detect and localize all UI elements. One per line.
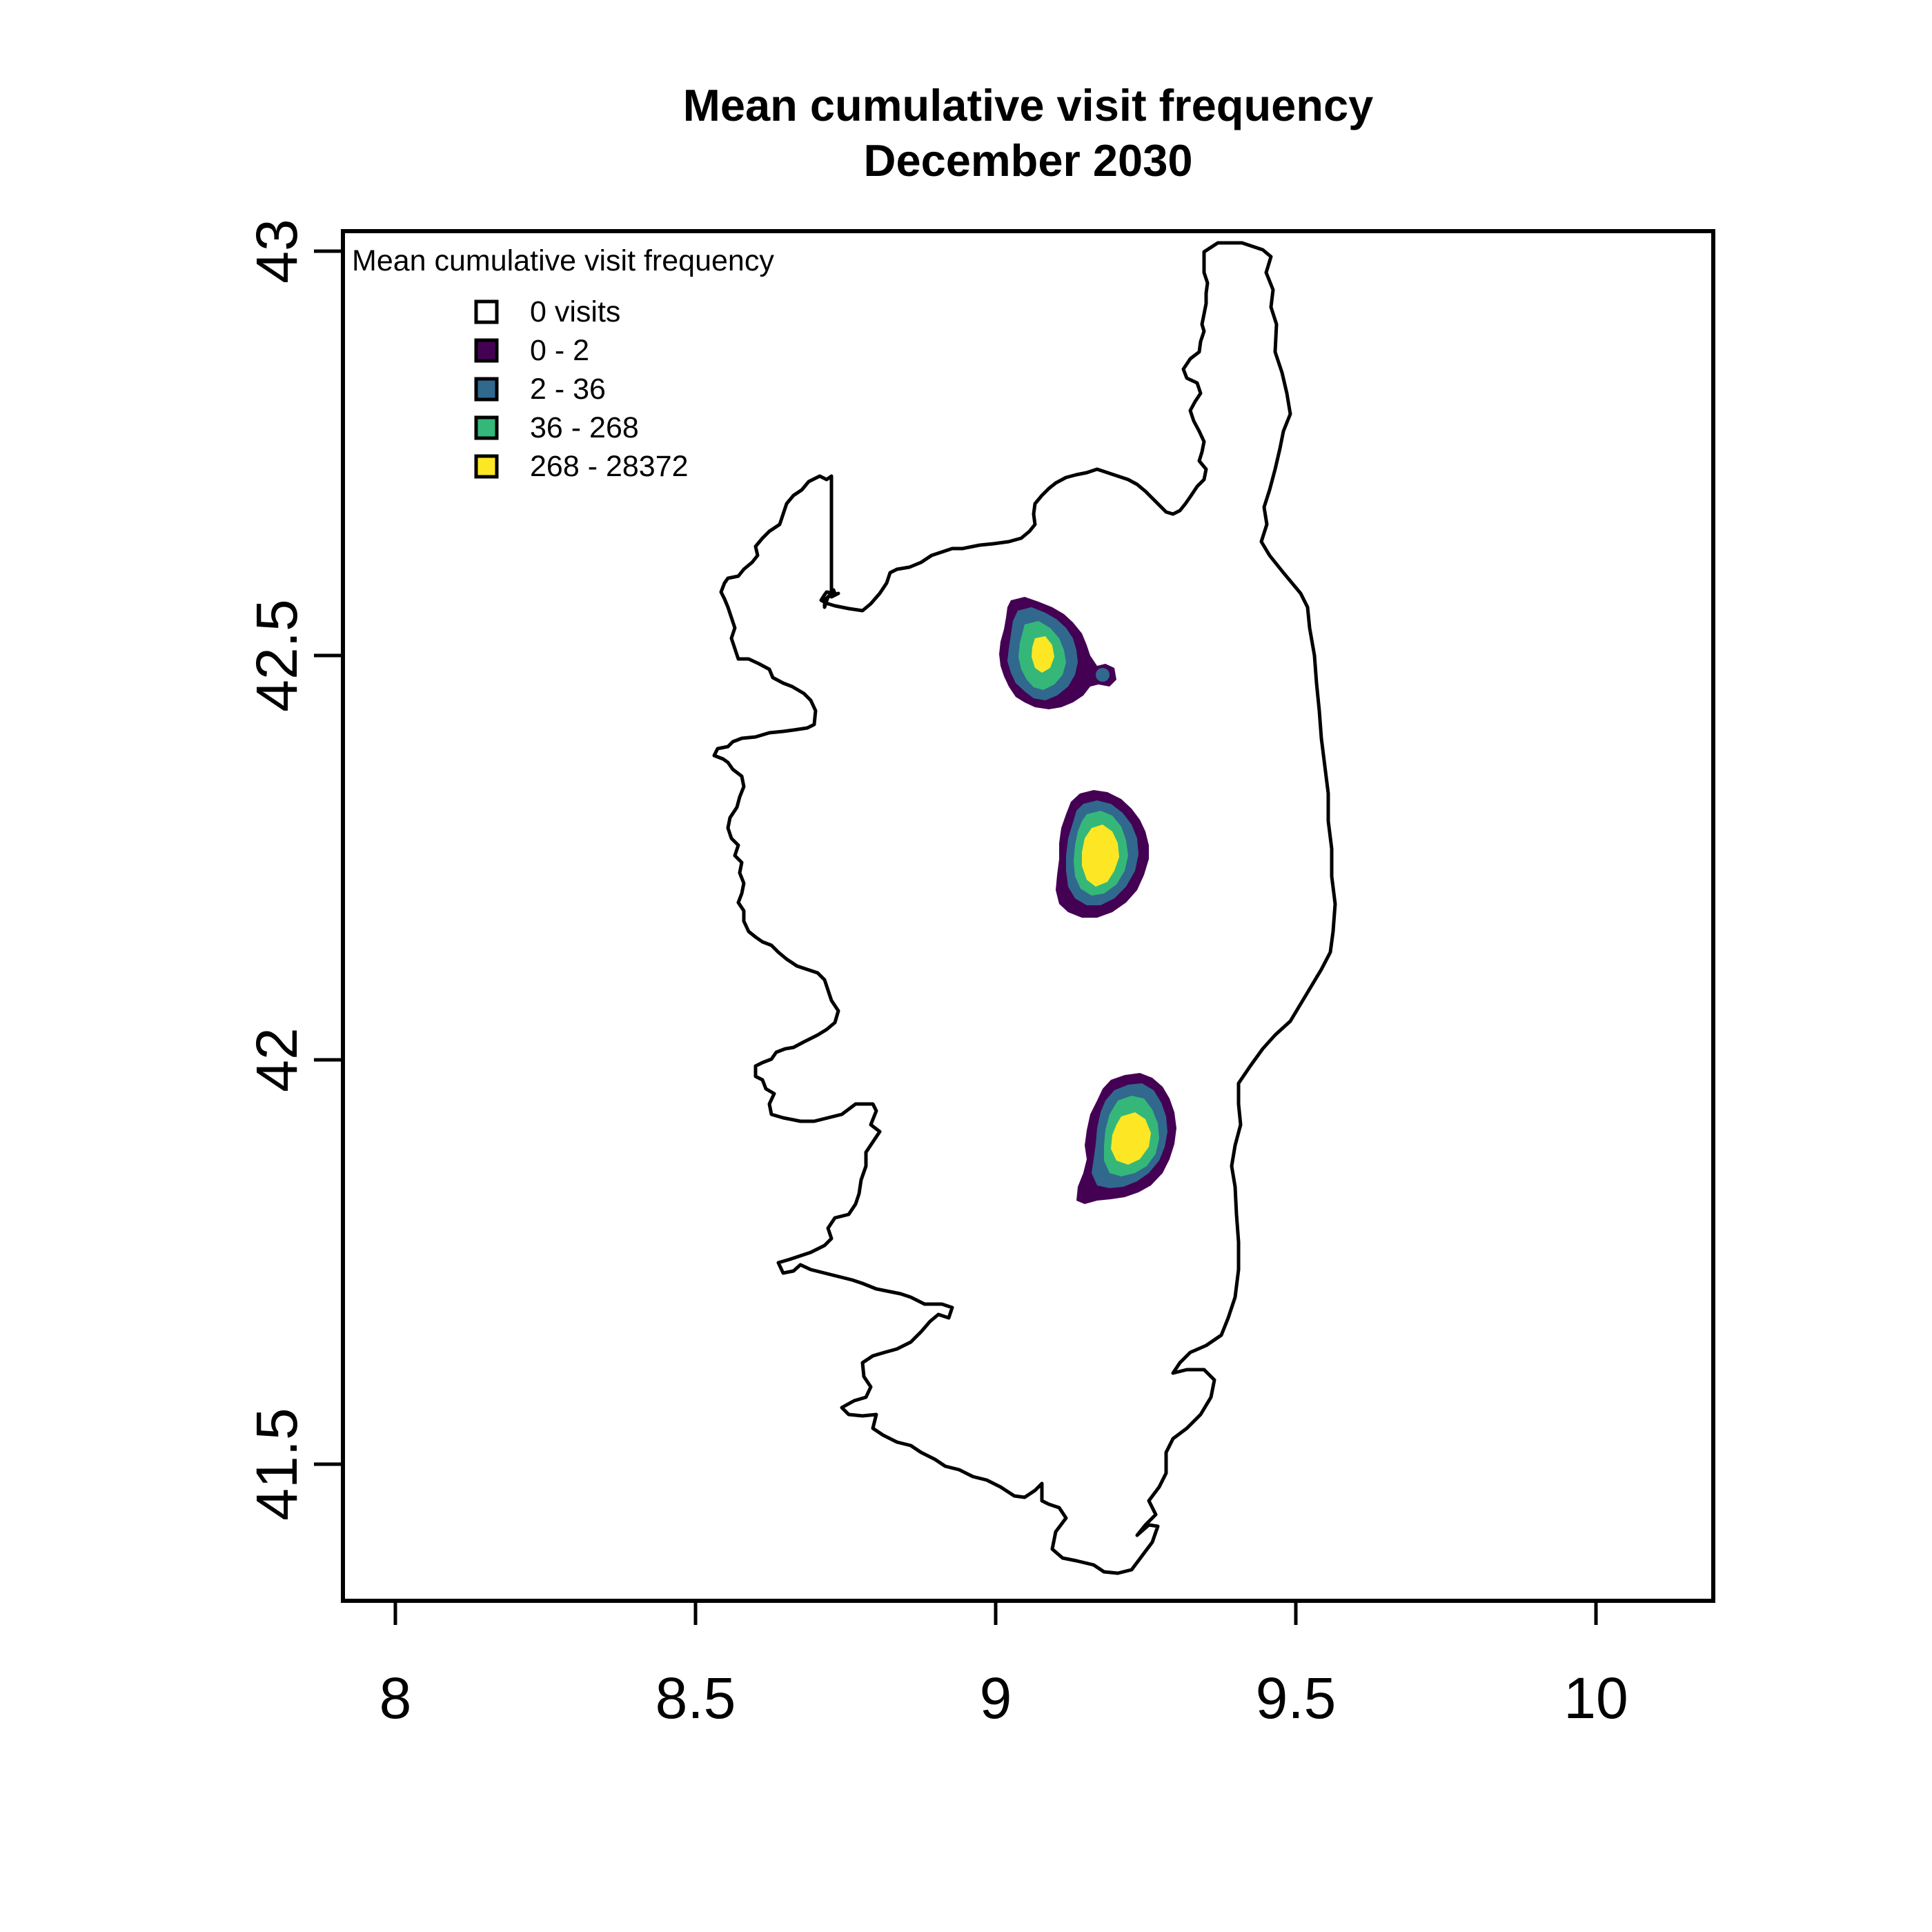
x-tick-label: 8 bbox=[379, 1666, 412, 1731]
x-tick-label: 9 bbox=[980, 1666, 1012, 1731]
legend-item-268-28372: 268 - 28372 bbox=[474, 450, 689, 483]
x-tick-label: 8.5 bbox=[656, 1666, 736, 1731]
legend-swatch bbox=[474, 454, 499, 479]
legend-label: 0 visits bbox=[530, 295, 620, 328]
x-tick-label: 9.5 bbox=[1256, 1666, 1337, 1731]
chart-title-line1: Mean cumulative visit frequency bbox=[683, 80, 1374, 130]
legend-swatch bbox=[474, 377, 499, 402]
legend-label: 36 - 268 bbox=[530, 411, 639, 444]
hotspot-south-class-268-plus bbox=[1111, 1112, 1151, 1165]
y-tick-label: 42.5 bbox=[244, 599, 309, 712]
hotspot-middle-class-268-plus bbox=[1082, 825, 1119, 887]
legend-item-0-2: 0 - 2 bbox=[474, 334, 589, 367]
legend-title: Mean cumulative visit frequency bbox=[352, 244, 774, 277]
chart-title-line2: December 2030 bbox=[864, 135, 1193, 186]
legend-label: 0 - 2 bbox=[530, 334, 589, 367]
y-tick-label: 42 bbox=[244, 1027, 309, 1092]
y-axis: 41.5 42 42.5 43 bbox=[244, 219, 343, 1521]
legend-item-2-36: 2 - 36 bbox=[474, 373, 606, 406]
legend-item-36-268: 36 - 268 bbox=[474, 411, 639, 444]
legend-label: 268 - 28372 bbox=[530, 450, 689, 483]
hotspot-north-satellite bbox=[1096, 668, 1110, 682]
plot-frame bbox=[341, 229, 1715, 1603]
hotspot-north bbox=[999, 597, 1116, 709]
legend-item-0-visits: 0 visits bbox=[474, 295, 620, 328]
y-tick-label: 43 bbox=[244, 219, 309, 283]
legend-swatch bbox=[474, 338, 499, 363]
hotspot-middle bbox=[1056, 790, 1149, 918]
hotspot-south bbox=[1076, 1073, 1176, 1204]
legend-swatch bbox=[474, 299, 499, 324]
legend: Mean cumulative visit frequency 0 visits… bbox=[352, 244, 774, 483]
y-tick-label: 41.5 bbox=[244, 1408, 309, 1521]
legend-swatch bbox=[474, 415, 499, 440]
hotspot-north-class-268-plus bbox=[1032, 636, 1054, 673]
x-tick-label: 10 bbox=[1564, 1666, 1628, 1731]
coastline-outline bbox=[712, 241, 1337, 1575]
x-axis: 8 8.5 9 9.5 10 bbox=[379, 1601, 1628, 1731]
legend-label: 2 - 36 bbox=[530, 373, 606, 406]
